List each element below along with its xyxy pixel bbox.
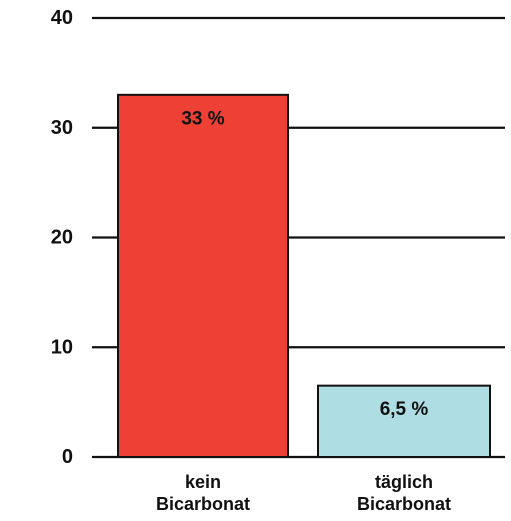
data-label-1: 33 % (181, 108, 224, 129)
bar-1 (117, 93, 289, 458)
category-label-1: kein Bicarbonat (156, 472, 250, 514)
y-tick-label-20: 20 (51, 227, 73, 249)
category-label-line: Bicarbonat (357, 494, 451, 514)
category-label-line: kein (185, 472, 221, 492)
category-label-line: Bicarbonat (156, 494, 250, 514)
y-axis-tick-labels: 0 10 20 30 40 (51, 7, 73, 468)
bars (117, 93, 491, 459)
y-tick-label-0: 0 (62, 446, 73, 468)
y-tick-label-30: 30 (51, 117, 73, 139)
y-tick-label-10: 10 (51, 336, 73, 358)
category-label-line: täglich (375, 472, 433, 492)
category-label-2: täglich Bicarbonat (357, 472, 451, 514)
y-tick-label-40: 40 (51, 7, 73, 29)
bar-2 (317, 384, 491, 459)
data-label-2: 6,5 % (380, 399, 429, 420)
data-labels: 33 % 6,5 % (181, 108, 428, 420)
